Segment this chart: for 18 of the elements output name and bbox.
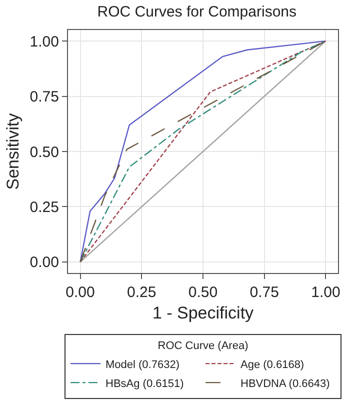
legend-label: Model (0.7632) <box>106 358 180 371</box>
legend-label: HBsAg (0.6151) <box>106 378 184 390</box>
legend-label: Age (0.6168) <box>240 358 304 371</box>
x-axis-title: 1 - Specificity <box>152 303 254 322</box>
y-axis-title: Sensitivity <box>3 112 22 190</box>
x-tick-label: 0.25 <box>127 284 156 301</box>
legend-title: ROC Curve (Area) <box>158 340 248 352</box>
x-tick-label: 0.75 <box>250 284 279 301</box>
chart-title: ROC Curves for Comparisons <box>97 4 297 21</box>
y-tick-label: 1.00 <box>30 33 59 50</box>
y-tick-label: 0.50 <box>30 144 59 161</box>
y-tick-label: 0.75 <box>30 88 59 106</box>
x-tick-label: 0.00 <box>66 284 95 301</box>
y-tick-label: 0.25 <box>30 198 59 216</box>
x-tick-label: 0.50 <box>188 284 218 301</box>
y-tick-label: 0.00 <box>30 254 59 272</box>
x-tick-label: 1.00 <box>311 284 340 301</box>
legend-label: HBVDNA (0.6643) <box>240 378 330 390</box>
